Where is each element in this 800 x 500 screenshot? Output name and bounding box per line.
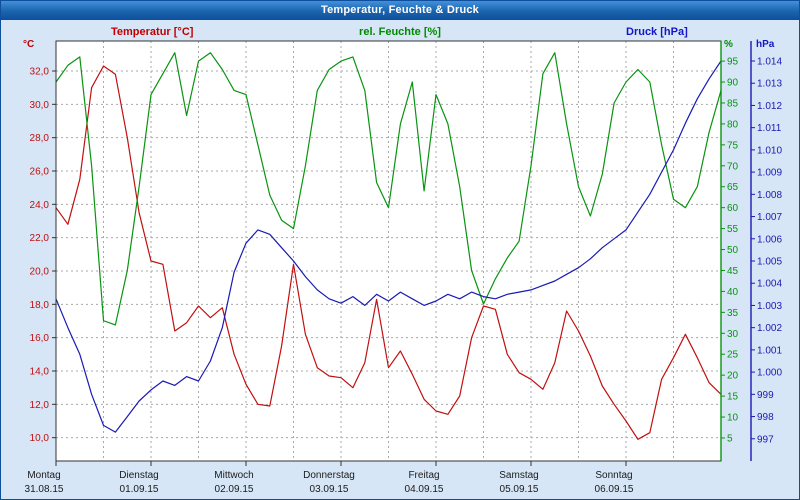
- series-line-temperature: [55, 65, 722, 440]
- pressure-axis-tick-label: 1.009: [757, 168, 782, 179]
- day-date-label: 03.09.15: [310, 484, 349, 495]
- pressure-axis-tick-label: 1.001: [757, 345, 782, 356]
- unit-celsius-label: °C: [23, 39, 35, 50]
- pressure-axis-tick-label: 1.013: [757, 79, 782, 90]
- temp-axis-tick-label: 26,0: [30, 167, 50, 178]
- pressure-axis-tick-label: 999: [757, 390, 774, 401]
- day-date-label: 05.09.15: [500, 484, 539, 495]
- pressure-axis-tick-label: 1.003: [757, 301, 782, 312]
- humidity-axis-tick-label: 40: [727, 287, 739, 298]
- legend-temperature: Temperatur [°C]: [111, 26, 194, 38]
- pressure-axis-tick-label: 1.010: [757, 145, 782, 156]
- temp-axis-tick-label: 22,0: [30, 233, 50, 244]
- temp-axis-tick-label: 20,0: [30, 267, 50, 278]
- humidity-axis-tick-label: 60: [727, 203, 739, 214]
- legend-humidity: rel. Feuchte [%]: [359, 26, 441, 38]
- humidity-axis-tick-label: 85: [727, 98, 739, 109]
- temp-axis-tick-label: 32,0: [30, 67, 50, 78]
- day-date-label: 04.09.15: [405, 484, 444, 495]
- pressure-axis-tick-label: 1.004: [757, 279, 782, 290]
- pressure-axis-tick-label: 997: [757, 434, 774, 445]
- pressure-axis-tick-label: 1.007: [757, 212, 782, 223]
- pressure-axis-tick-label: 998: [757, 412, 774, 423]
- pressure-axis-tick-label: 1.000: [757, 368, 782, 379]
- day-name-label: Samstag: [499, 470, 538, 481]
- window-title-bar: Temperatur, Feuchte & Druck: [1, 1, 799, 20]
- humidity-axis-tick-label: 45: [727, 266, 739, 277]
- temp-axis-tick-label: 18,0: [30, 300, 50, 311]
- series-line-pressure: [55, 60, 722, 433]
- temp-axis-tick-label: 12,0: [30, 400, 50, 411]
- day-name-label: Dienstag: [119, 470, 158, 481]
- pressure-axis-tick-label: 1.002: [757, 323, 782, 334]
- day-name-label: Montag: [27, 470, 60, 481]
- humidity-axis-tick-label: 65: [727, 182, 739, 193]
- temp-axis-tick-label: 28,0: [30, 133, 50, 144]
- humidity-axis-tick-label: 15: [727, 392, 739, 403]
- pressure-axis-tick-label: 1.014: [757, 57, 782, 68]
- temp-axis-tick-label: 30,0: [30, 100, 50, 111]
- window-title: Temperatur, Feuchte & Druck: [320, 4, 479, 16]
- day-date-label: 01.09.15: [120, 484, 159, 495]
- day-name-label: Freitag: [408, 470, 439, 481]
- legend-pressure: Druck [hPa]: [626, 26, 688, 38]
- day-date-label: 06.09.15: [595, 484, 634, 495]
- humidity-axis-tick-label: 75: [727, 140, 739, 151]
- humidity-axis-tick-label: 90: [727, 78, 739, 89]
- day-date-label: 31.08.15: [25, 484, 64, 495]
- pressure-axis-tick-label: 1.006: [757, 234, 782, 245]
- temp-axis-tick-label: 16,0: [30, 333, 50, 344]
- humidity-axis-tick-label: 80: [727, 119, 739, 130]
- humidity-axis-tick-label: 35: [727, 308, 739, 319]
- pressure-axis-tick-label: 1.012: [757, 101, 782, 112]
- pressure-axis-tick-label: 1.008: [757, 190, 782, 201]
- pressure-axis-tick-label: 1.005: [757, 257, 782, 268]
- day-name-label: Sonntag: [595, 470, 632, 481]
- temp-axis-tick-label: 24,0: [30, 200, 50, 211]
- humidity-axis-tick-label: 10: [727, 413, 739, 424]
- humidity-axis-tick-label: 20: [727, 371, 739, 382]
- day-name-label: Mittwoch: [214, 470, 253, 481]
- series-line-humidity: [55, 52, 722, 326]
- day-name-label: Donnerstag: [303, 470, 355, 481]
- unit-percent-label: %: [724, 39, 733, 50]
- humidity-axis-tick-label: 55: [727, 224, 739, 235]
- unit-hpa-label: hPa: [756, 39, 775, 50]
- humidity-axis-tick-label: 50: [727, 245, 739, 256]
- temp-axis-tick-label: 14,0: [30, 367, 50, 378]
- humidity-axis-tick-label: 30: [727, 329, 739, 340]
- pressure-axis-tick-label: 1.011: [757, 123, 782, 134]
- humidity-axis-tick-label: 70: [727, 161, 739, 172]
- humidity-axis-tick-label: 95: [727, 57, 739, 68]
- temp-axis-tick-label: 10,0: [30, 433, 50, 444]
- humidity-axis-tick-label: 5: [727, 433, 733, 444]
- humidity-axis-tick-label: 25: [727, 350, 739, 361]
- day-date-label: 02.09.15: [215, 484, 254, 495]
